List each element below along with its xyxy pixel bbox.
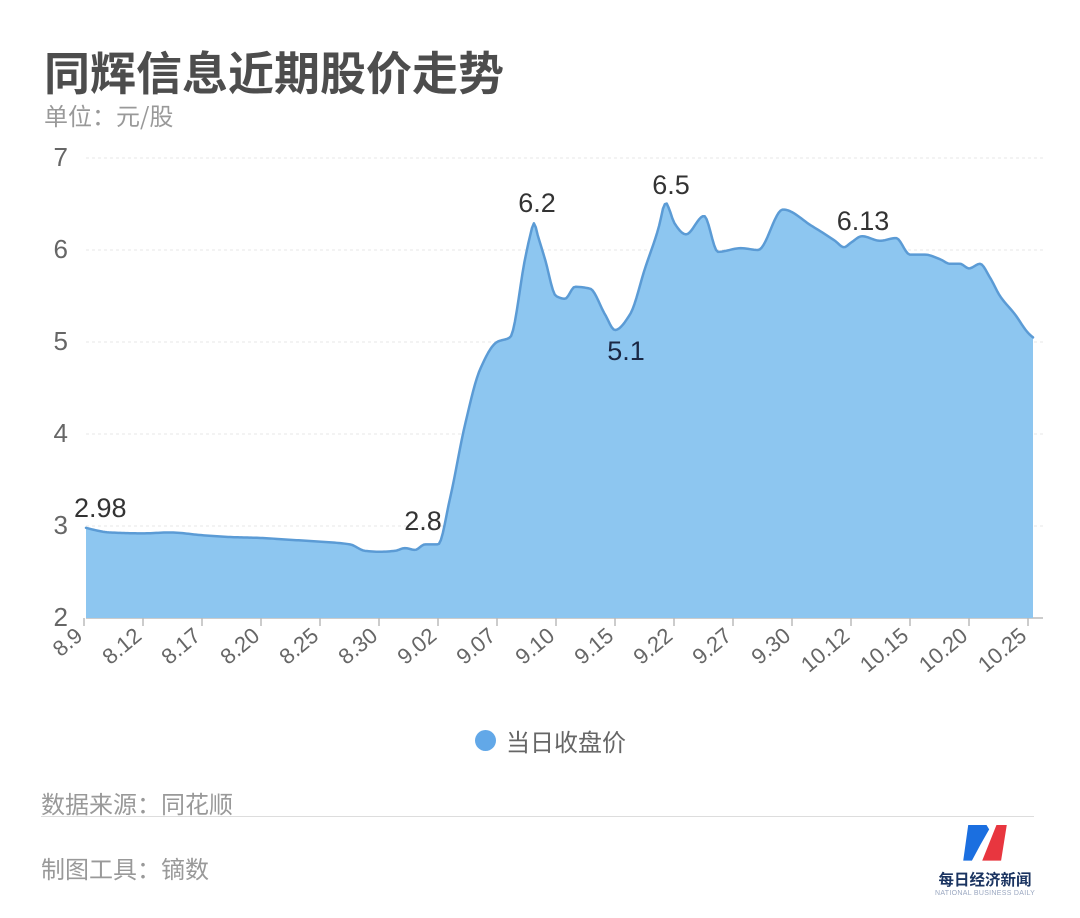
- svg-text:7: 7: [54, 142, 68, 172]
- svg-text:6.13: 6.13: [837, 206, 890, 236]
- svg-text:8.30: 8.30: [333, 623, 382, 670]
- svg-text:3: 3: [54, 510, 68, 540]
- svg-text:2.98: 2.98: [74, 493, 127, 523]
- svg-text:4: 4: [54, 418, 68, 448]
- svg-text:9.10: 9.10: [510, 623, 559, 670]
- svg-text:6.2: 6.2: [518, 188, 556, 218]
- svg-text:9.02: 9.02: [392, 623, 441, 670]
- svg-text:10.25: 10.25: [973, 623, 1031, 678]
- svg-text:8.20: 8.20: [215, 623, 264, 670]
- svg-text:9.07: 9.07: [451, 623, 500, 670]
- svg-text:9.30: 9.30: [746, 623, 795, 670]
- svg-text:8.12: 8.12: [97, 623, 146, 670]
- svg-text:10.15: 10.15: [855, 623, 913, 678]
- svg-text:5: 5: [54, 326, 68, 356]
- svg-text:9.22: 9.22: [628, 623, 677, 670]
- svg-text:10.20: 10.20: [914, 623, 972, 678]
- svg-text:2.8: 2.8: [404, 506, 442, 536]
- svg-text:9.27: 9.27: [687, 623, 736, 670]
- svg-text:6: 6: [54, 234, 68, 264]
- svg-text:6.5: 6.5: [652, 170, 690, 200]
- svg-text:5.1: 5.1: [607, 336, 645, 366]
- svg-text:9.15: 9.15: [569, 623, 618, 670]
- svg-text:8.17: 8.17: [156, 623, 205, 670]
- svg-text:10.12: 10.12: [796, 623, 854, 678]
- svg-text:8.25: 8.25: [274, 623, 323, 670]
